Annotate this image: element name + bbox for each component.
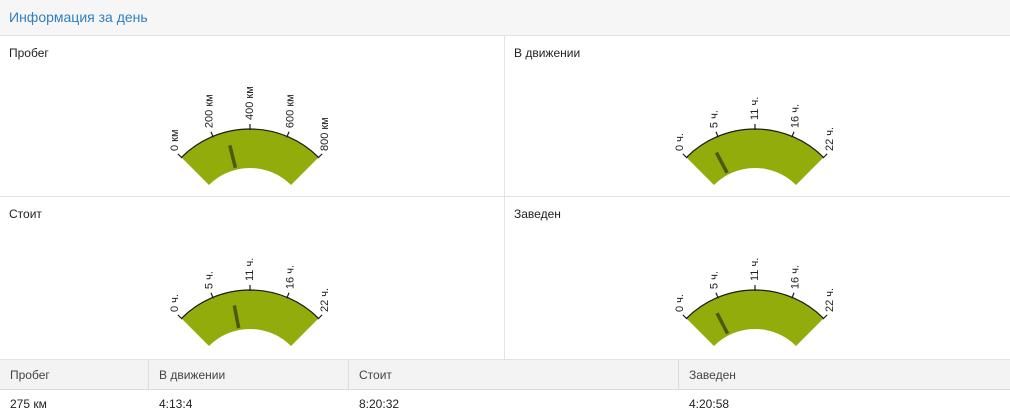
summary-value-engine-on: 4:20:58 <box>689 397 730 411</box>
gauge-tick <box>286 292 290 299</box>
gauge-tick-label: 22 ч. <box>319 288 331 312</box>
gauge-tick-label: 0 км <box>169 129 181 151</box>
gauge-tick <box>791 131 795 138</box>
gauge-panel-engine-on: Заведен 0 ч. 5 ч. 11 ч. 16 ч. 22 ч. <box>505 197 1010 359</box>
gauge-tick <box>317 153 323 159</box>
gauge-tick-label: 200 км <box>203 94 215 128</box>
panel-header: Информация за день <box>0 0 1010 36</box>
gauge-tick-label: 5 ч. <box>203 271 215 289</box>
gauge-needle <box>228 145 238 169</box>
gauge-mileage: 0 км 200 км 400 км 600 км 800 км <box>169 86 331 185</box>
gauge-tick-label: 400 км <box>244 86 256 120</box>
summary-row: 275 км 4:13:4 8:20:32 4:20:58 <box>0 390 1010 413</box>
gauge-tick <box>317 314 323 320</box>
gauge-label-engine-on: Заведен <box>514 207 561 221</box>
gauge-label-parked: Стоит <box>9 207 42 221</box>
gauge-tick-label: 5 ч. <box>708 271 720 289</box>
gauge-tick-label: 16 ч. <box>789 265 801 289</box>
gauge-tick <box>715 131 719 138</box>
gauge-tick-label: 600 км <box>284 94 296 128</box>
gauge-tick-label: 16 ч. <box>789 104 801 128</box>
summary-header-engine-on[interactable]: Заведен <box>689 368 736 382</box>
gauge-panel-parked: Стоит 0 ч. 5 ч. 11 ч. 16 ч. 22 ч. <box>0 197 505 359</box>
gauge-needle <box>232 305 241 329</box>
gauge-band <box>181 290 319 346</box>
summary-value-mileage: 275 км <box>10 397 47 411</box>
summary-value-moving: 4:13:4 <box>159 397 193 411</box>
gauge-tick <box>822 153 828 159</box>
gauge-needle <box>715 312 730 335</box>
gauge-tick-label: 0 ч. <box>674 133 686 151</box>
gauge-tick <box>210 292 214 299</box>
gauge-panel-mileage: Пробег 0 км 200 км 400 км 600 км 800 км <box>0 36 505 197</box>
gauge-tick-label: 11 ч. <box>244 258 256 281</box>
gauge-tick-label: 0 ч. <box>169 294 181 312</box>
summary-header-mileage[interactable]: Пробег <box>0 360 149 389</box>
summary-header-parked[interactable]: Стоит <box>349 360 679 389</box>
gauge-tick <box>682 314 688 320</box>
gauge-tick-label: 0 ч. <box>674 294 686 312</box>
gauge-tick-label: 11 ч. <box>749 97 761 120</box>
gauge-tick-label: 22 ч. <box>824 288 836 312</box>
gauge-moving: 0 ч. 5 ч. 11 ч. 16 ч. 22 ч. <box>674 97 836 185</box>
summary-table: Пробег В движении Стоит Заведен 275 км 4… <box>0 359 1010 413</box>
gauge-label-moving: В движении <box>514 46 581 60</box>
gauge-tick-label: 800 км <box>319 117 331 151</box>
gauge-panel-moving: В движении 0 ч. 5 ч. 11 ч. 16 ч. 22 ч. <box>505 36 1010 197</box>
gauge-tick <box>177 153 183 159</box>
gauge-parked: 0 ч. 5 ч. 11 ч. 16 ч. 22 ч. <box>169 258 331 346</box>
gauge-tick-label: 22 ч. <box>824 127 836 151</box>
summary-header-moving[interactable]: В движении <box>149 360 349 389</box>
panel-title: Информация за день <box>9 9 148 25</box>
gauge-tick-label: 5 ч. <box>708 110 720 128</box>
gauge-tick <box>791 292 795 299</box>
gauge-grid: Пробег 0 км 200 км 400 км 600 км 800 км В дв… <box>0 36 1010 359</box>
summary-header-row: Пробег В движении Стоит Заведен <box>0 359 1010 390</box>
gauge-tick <box>715 292 719 299</box>
summary-value-parked: 8:20:32 <box>359 397 400 411</box>
gauge-tick <box>286 131 290 138</box>
gauge-band <box>686 129 824 185</box>
gauge-engine-on: 0 ч. 5 ч. 11 ч. 16 ч. 22 ч. <box>674 258 836 346</box>
gauge-band <box>181 129 319 185</box>
gauge-label-mileage: Пробег <box>9 46 49 60</box>
gauge-tick-label: 11 ч. <box>749 258 761 281</box>
gauge-tick <box>177 314 183 320</box>
gauge-tick <box>682 153 688 159</box>
gauge-band <box>686 290 824 346</box>
gauge-needle <box>714 151 729 174</box>
gauge-tick <box>822 314 828 320</box>
gauge-tick-label: 16 ч. <box>284 265 296 289</box>
gauge-tick <box>210 131 214 138</box>
